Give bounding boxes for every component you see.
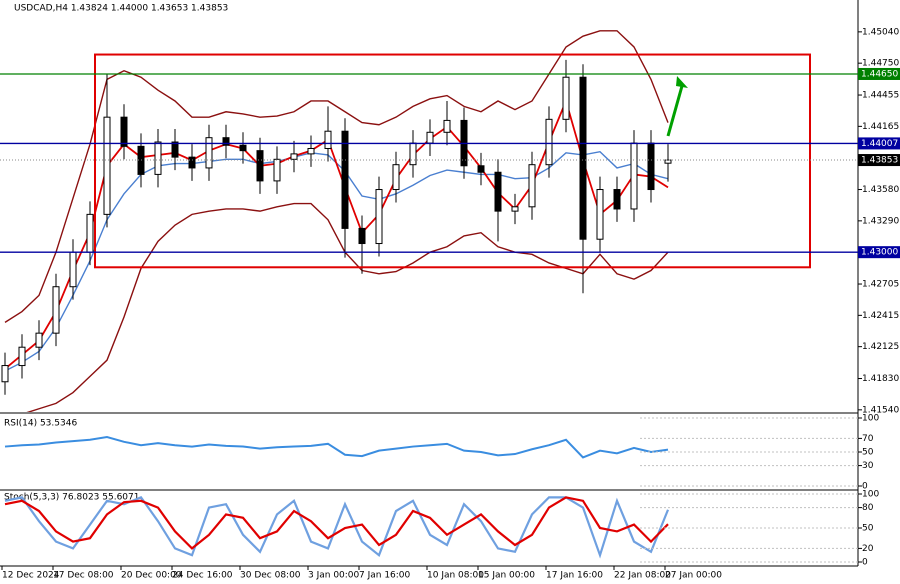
y-tick-label: 80 bbox=[862, 503, 874, 513]
plot bbox=[1, 30, 672, 412]
y-tick-label: 50 bbox=[862, 524, 874, 534]
indicator-line bbox=[4, 496, 670, 559]
y-tick-label: 1.45040 bbox=[862, 27, 899, 37]
candle-body bbox=[562, 76, 570, 120]
last-price-bg bbox=[858, 154, 900, 167]
candle-body bbox=[511, 206, 519, 212]
plot bbox=[4, 436, 669, 459]
y-tick-label: 100 bbox=[862, 490, 879, 500]
y-tick-label: 1.42705 bbox=[862, 280, 899, 290]
x-tick-label: 20 Dec 00:00 bbox=[121, 571, 182, 581]
y-tick-label: 1.44750 bbox=[862, 59, 899, 69]
candle-body bbox=[35, 332, 43, 348]
candle-body bbox=[103, 116, 111, 215]
stoch-title: Stoch(5,3,3) 76.8023 55.6071 bbox=[4, 493, 139, 503]
indicator-line bbox=[4, 98, 669, 370]
x-tick-label: 3 Jan 00:00 bbox=[308, 571, 360, 581]
candle-body bbox=[18, 346, 26, 367]
candle-body bbox=[664, 159, 672, 164]
x-tick-label: 17 Dec 08:00 bbox=[53, 571, 114, 581]
candle-body bbox=[69, 251, 77, 288]
level-label-bg bbox=[858, 67, 900, 80]
y-tick-label: 0 bbox=[862, 482, 868, 492]
level-label: 1.44007 bbox=[861, 139, 898, 149]
x-tick-label: 15 Jan 00:00 bbox=[478, 571, 535, 581]
y-tick-label: 1.43580 bbox=[862, 185, 899, 195]
y-tick-label: 1.44165 bbox=[862, 122, 899, 132]
candle-body bbox=[290, 153, 298, 160]
indicator-line bbox=[4, 436, 669, 459]
y-tick-label: 1.41830 bbox=[862, 374, 899, 384]
y-tick-label: 0 bbox=[862, 558, 868, 568]
y-tick-label: 50 bbox=[862, 448, 874, 458]
candle-body bbox=[358, 227, 366, 245]
y-tick-label: 70 bbox=[862, 434, 874, 444]
level-label-bg bbox=[858, 137, 900, 150]
x-tick-label: 10 Jan 08:00 bbox=[427, 571, 484, 581]
arrow bbox=[666, 85, 684, 137]
candle-body bbox=[596, 189, 604, 240]
x-tick-label: 27 Jan 00:00 bbox=[665, 571, 722, 581]
y-tick-label: 20 bbox=[862, 544, 874, 554]
candle-body bbox=[630, 142, 638, 210]
candle-body bbox=[273, 158, 281, 182]
candle-body bbox=[494, 171, 502, 212]
candle-body bbox=[426, 131, 434, 144]
plot bbox=[4, 496, 670, 559]
candle-body bbox=[52, 286, 60, 334]
candle-body bbox=[613, 189, 621, 210]
candle-body bbox=[188, 156, 196, 169]
range-box bbox=[94, 53, 811, 269]
x-tick-label: 30 Dec 08:00 bbox=[240, 571, 301, 581]
candle-body bbox=[1, 365, 9, 383]
candle-body bbox=[528, 164, 536, 208]
indicator-line bbox=[4, 496, 669, 550]
candle-body bbox=[545, 118, 553, 166]
y-tick-label: 1.42125 bbox=[862, 342, 899, 352]
arrow-head bbox=[676, 76, 688, 88]
level-label: 1.43000 bbox=[861, 248, 898, 258]
x-tick-label: 17 Jan 16:00 bbox=[546, 571, 603, 581]
x-tick-label: 7 Jan 16:00 bbox=[359, 571, 411, 581]
y-tick-label: 100 bbox=[862, 414, 879, 424]
rsi-title: RSI(14) 53.5346 bbox=[4, 419, 77, 429]
candle-body bbox=[86, 213, 94, 253]
x-tick-label: 22 Jan 08:00 bbox=[614, 571, 671, 581]
indicator-line bbox=[4, 30, 669, 323]
candle-body bbox=[256, 150, 264, 182]
candle-body bbox=[154, 141, 162, 175]
y-tick-label: 1.44455 bbox=[862, 91, 899, 101]
candle-body bbox=[307, 147, 315, 155]
candle-body bbox=[120, 116, 128, 147]
candle-body bbox=[579, 76, 587, 240]
candle-body bbox=[375, 189, 383, 245]
x-tick-label: 12 Dec 2024 bbox=[2, 571, 60, 581]
y-tick-label: 1.43290 bbox=[862, 216, 899, 226]
candle-body bbox=[392, 164, 400, 191]
y-tick-label: 30 bbox=[862, 461, 874, 471]
candle-body bbox=[205, 137, 213, 169]
x-tick-label: 24 Dec 16:00 bbox=[172, 571, 233, 581]
candle-body bbox=[341, 130, 349, 229]
y-tick-label: 1.41540 bbox=[862, 405, 899, 415]
candle-body bbox=[324, 130, 332, 149]
chart-title: USDCAD,H4 1.43824 1.44000 1.43653 1.4385… bbox=[14, 4, 228, 14]
level-label-bg bbox=[858, 246, 900, 259]
candle-body bbox=[409, 142, 417, 166]
candle-body bbox=[222, 137, 230, 146]
candle-body bbox=[239, 144, 247, 152]
candle-body bbox=[647, 142, 655, 191]
candle-body bbox=[443, 119, 451, 133]
candle-body bbox=[171, 141, 179, 158]
y-tick-label: 1.42415 bbox=[862, 311, 899, 321]
indicator-line bbox=[26, 202, 669, 412]
candle-body bbox=[477, 165, 485, 173]
last-price-label: 1.43853 bbox=[861, 156, 898, 166]
level-label: 1.44650 bbox=[861, 69, 898, 79]
